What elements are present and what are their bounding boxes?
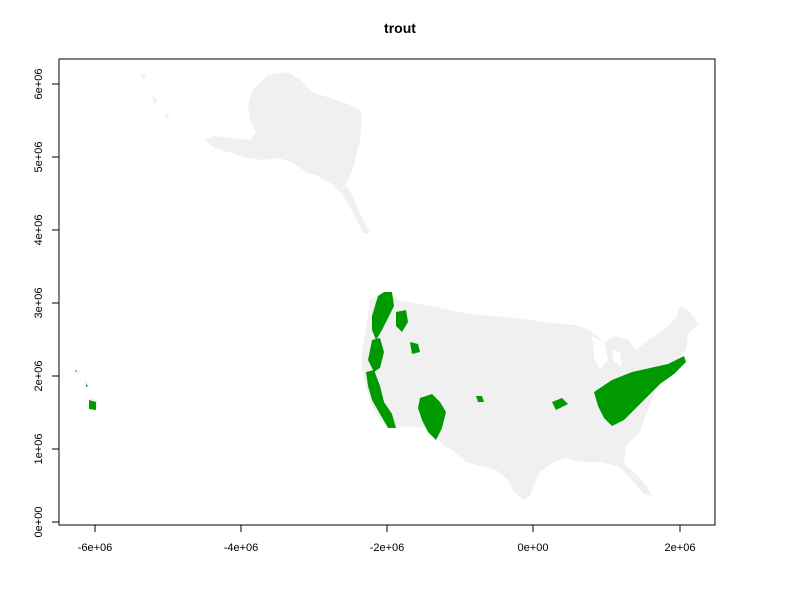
y-tick-label: 3e+06 [33,288,45,319]
habitat-cascades [368,338,384,372]
habitat-colorado-spot [476,396,484,402]
habitat-appalachians [594,356,686,426]
habitat-oregon-east [410,342,420,354]
y-tick-label: 1e+06 [33,434,45,465]
land-conterminous-us [362,296,698,500]
habitat-idaho [396,310,408,332]
habitat-ozarks [552,398,568,410]
y-axis: 0e+00 1e+06 2e+06 3e+06 4e+06 5e+06 6e+0… [33,69,60,538]
x-tick-label: -2e+06 [370,542,405,554]
y-tick-label: 5e+06 [33,142,45,173]
habitat-hawaii [75,370,96,410]
habitat-pacific-northwest [372,292,394,340]
great-lakes [592,336,622,370]
land-aleutians [140,72,170,118]
x-tick-label: -6e+06 [78,542,113,554]
x-tick-label: -4e+06 [224,542,259,554]
y-tick-label: 4e+06 [33,215,45,246]
land-hawaii [74,370,98,410]
land-alaska [204,72,370,234]
y-tick-label: 0e+00 [33,507,45,538]
habitat-rockies [418,394,446,440]
x-tick-label: 2e+06 [665,542,696,554]
habitat-sierra-nevada [366,370,396,428]
x-tick-label: 0e+00 [518,542,549,554]
plot-title: trout [384,20,416,36]
y-tick-label: 6e+06 [33,69,45,100]
x-axis: -6e+06 -4e+06 -2e+06 0e+00 2e+06 [78,524,696,554]
y-tick-label: 2e+06 [33,361,45,392]
